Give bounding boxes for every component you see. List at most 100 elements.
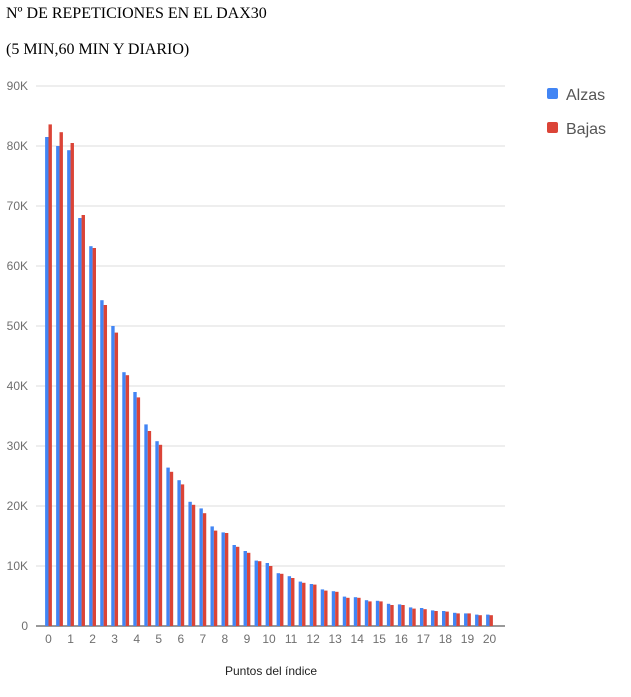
bar-bajas[interactable] (92, 248, 96, 626)
bar-bajas[interactable] (180, 484, 185, 626)
bar-alzas[interactable] (430, 610, 435, 626)
y-tick-label: 40K (7, 379, 28, 393)
bar-alzas[interactable] (353, 597, 358, 626)
x-tick-label: 14 (351, 632, 365, 646)
bar-alzas[interactable] (331, 591, 336, 626)
x-tick-label: 6 (177, 632, 184, 646)
bar-alzas[interactable] (78, 218, 82, 626)
x-tick-label: 9 (244, 632, 251, 646)
bar-bajas[interactable] (379, 601, 383, 626)
bar-alzas[interactable] (486, 614, 490, 626)
bar-bajas[interactable] (324, 590, 328, 626)
bar-alzas[interactable] (243, 551, 247, 626)
bar-bajas[interactable] (158, 444, 163, 626)
bar-alzas[interactable] (199, 508, 203, 626)
bar-bajas[interactable] (257, 561, 262, 626)
bars (45, 124, 493, 627)
bar-alzas[interactable] (475, 614, 479, 626)
bar-bajas[interactable] (59, 132, 63, 626)
bar-alzas[interactable] (464, 613, 468, 626)
bar-alzas[interactable] (221, 532, 225, 626)
bar-bajas[interactable] (136, 397, 141, 626)
bar-bajas[interactable] (489, 615, 493, 626)
bar-alzas[interactable] (122, 372, 126, 626)
bar-alzas[interactable] (342, 596, 347, 626)
chart-subtitle: (5 MIN,60 MIN Y DIARIO) (6, 41, 190, 58)
bar-bajas[interactable] (434, 611, 438, 626)
legend-swatch-alzas (547, 88, 558, 99)
x-tick-label: 18 (439, 632, 453, 646)
bar-bajas[interactable] (103, 305, 108, 626)
bar-alzas[interactable] (419, 608, 424, 626)
bar-bajas[interactable] (478, 615, 482, 626)
legend-label-alzas: Alzas (566, 87, 605, 104)
bar-bajas[interactable] (368, 601, 372, 626)
bar-alzas[interactable] (111, 326, 115, 626)
bar-bajas[interactable] (302, 582, 306, 626)
x-tick-label: 17 (417, 632, 431, 646)
bar-bajas[interactable] (313, 584, 317, 626)
bar-bajas[interactable] (390, 605, 394, 626)
x-tick-label: 12 (306, 632, 320, 646)
bar-bajas[interactable] (269, 566, 273, 626)
bar-alzas[interactable] (155, 441, 159, 626)
bar-alzas[interactable] (133, 392, 137, 626)
bar-alzas[interactable] (442, 611, 446, 626)
bar-bajas[interactable] (346, 597, 350, 626)
bar-bajas[interactable] (191, 504, 196, 626)
bar-bajas[interactable] (114, 332, 119, 626)
bar-bajas[interactable] (401, 605, 405, 626)
bar-alzas[interactable] (210, 526, 214, 626)
x-tick-label: 16 (395, 632, 409, 646)
bar-bajas[interactable] (224, 533, 229, 626)
bar-bajas[interactable] (81, 215, 85, 626)
bar-alzas[interactable] (254, 560, 258, 626)
bar-alzas[interactable] (45, 137, 49, 626)
x-tick-label: 0 (45, 632, 52, 646)
bar-alzas[interactable] (298, 581, 303, 626)
bar-bajas[interactable] (445, 611, 449, 626)
bar-alzas[interactable] (232, 545, 236, 626)
bar-alzas[interactable] (89, 246, 93, 626)
bar-bajas[interactable] (335, 591, 339, 626)
bar-bajas[interactable] (412, 608, 416, 626)
bar-bajas[interactable] (48, 124, 52, 627)
bar-bajas[interactable] (246, 552, 251, 626)
bar-alzas[interactable] (386, 603, 391, 626)
y-tick-label: 80K (7, 139, 28, 153)
bar-alzas[interactable] (67, 150, 71, 626)
bar-alzas[interactable] (408, 607, 413, 626)
bar-bajas[interactable] (70, 143, 74, 626)
bar-bajas[interactable] (202, 513, 207, 626)
bar-bajas[interactable] (125, 375, 130, 626)
bar-bajas[interactable] (291, 578, 295, 626)
bar-alzas[interactable] (177, 480, 181, 626)
legend: Alzas Bajas (547, 87, 606, 138)
bar-alzas[interactable] (375, 600, 380, 626)
y-tick-label: 60K (7, 259, 28, 273)
bar-bajas[interactable] (235, 546, 240, 626)
bar-bajas[interactable] (357, 597, 361, 626)
bar-alzas[interactable] (364, 600, 369, 626)
x-tick-label: 11 (285, 632, 298, 646)
bar-alzas[interactable] (144, 424, 148, 626)
bar-alzas[interactable] (276, 573, 281, 626)
bar-alzas[interactable] (56, 146, 60, 626)
bar-bajas[interactable] (169, 471, 174, 626)
bar-alzas[interactable] (100, 300, 104, 626)
bar-alzas[interactable] (188, 501, 192, 626)
bar-alzas[interactable] (265, 563, 269, 626)
bar-alzas[interactable] (309, 584, 314, 626)
bar-bajas[interactable] (280, 573, 284, 626)
bar-alzas[interactable] (166, 467, 170, 626)
bar-alzas[interactable] (320, 589, 325, 626)
bar-alzas[interactable] (287, 576, 292, 626)
bar-bajas[interactable] (213, 530, 218, 626)
x-tick-label: 2 (89, 632, 96, 646)
bar-bajas[interactable] (456, 613, 460, 626)
bar-bajas[interactable] (423, 609, 427, 626)
bar-alzas[interactable] (453, 612, 457, 626)
bar-bajas[interactable] (467, 613, 471, 626)
bar-alzas[interactable] (397, 604, 402, 626)
bar-bajas[interactable] (147, 431, 152, 626)
